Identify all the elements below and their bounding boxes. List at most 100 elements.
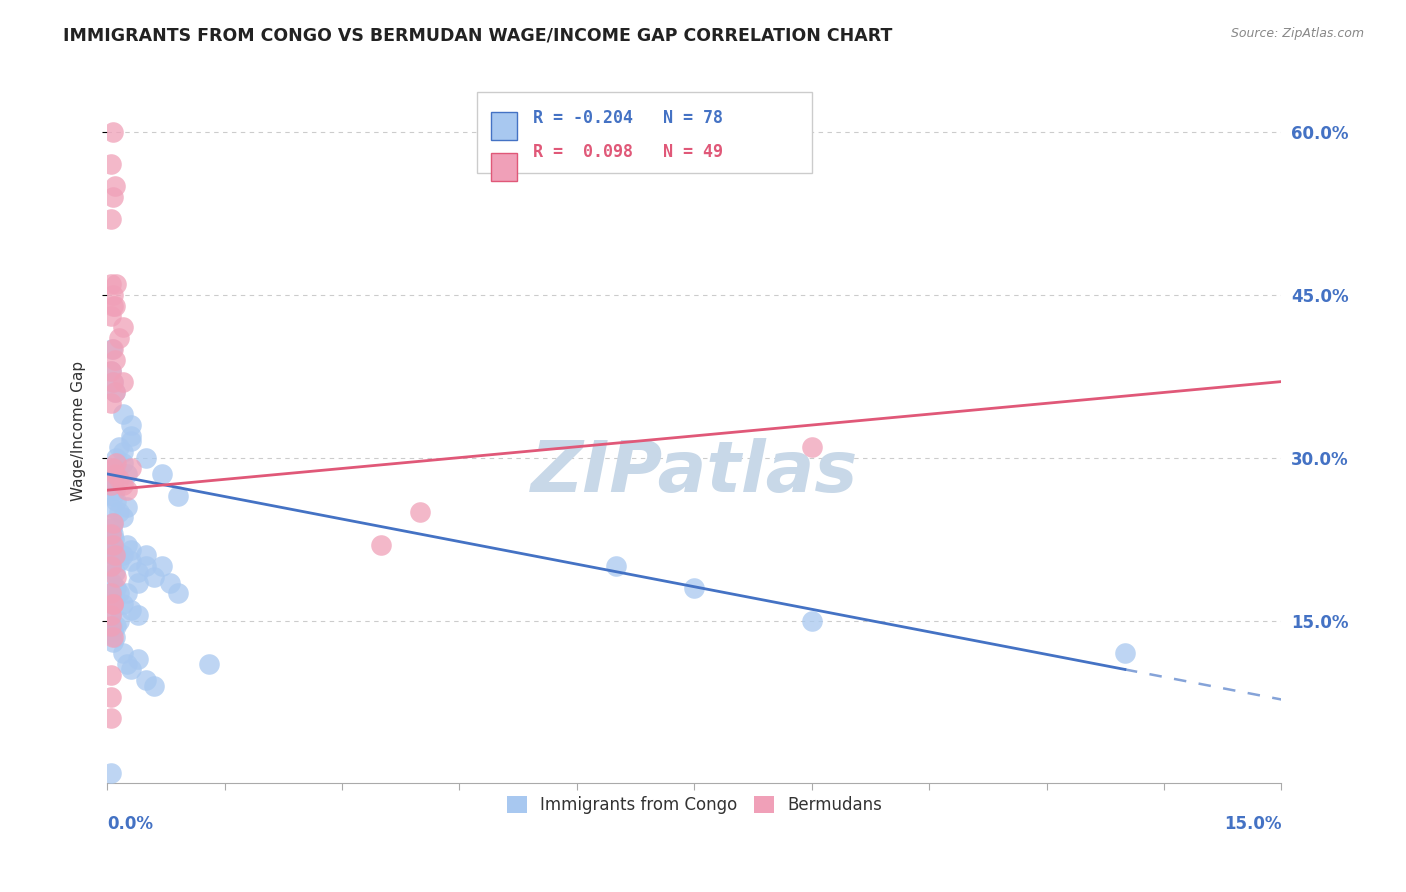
Point	[108, 586, 131, 600]
Point	[104, 549, 127, 563]
Point	[100, 157, 122, 171]
Point	[120, 554, 142, 568]
Point	[103, 597, 125, 611]
Point	[100, 711, 122, 725]
Point	[108, 505, 131, 519]
FancyBboxPatch shape	[491, 112, 517, 140]
Point	[100, 521, 122, 535]
Point	[100, 342, 122, 356]
Point	[115, 657, 138, 671]
Point	[198, 657, 221, 671]
Point	[105, 494, 128, 508]
Point	[115, 537, 138, 551]
Point	[104, 549, 127, 563]
Point	[103, 630, 125, 644]
Point	[101, 635, 124, 649]
Point	[1114, 646, 1136, 660]
Point	[101, 190, 124, 204]
Text: 15.0%: 15.0%	[1225, 815, 1281, 833]
Point	[166, 586, 188, 600]
Point	[108, 472, 131, 486]
Point	[104, 299, 127, 313]
Point	[100, 608, 122, 623]
Point	[120, 543, 142, 558]
Point	[120, 434, 142, 449]
Point	[409, 505, 432, 519]
Point	[100, 310, 122, 324]
Point	[105, 570, 128, 584]
Point	[100, 586, 122, 600]
Point	[135, 673, 157, 688]
Point	[101, 125, 124, 139]
Point	[100, 537, 122, 551]
Point	[108, 614, 131, 628]
Point	[103, 516, 125, 530]
Point	[111, 375, 134, 389]
Point	[105, 543, 128, 558]
Point	[111, 456, 134, 470]
Point	[103, 375, 125, 389]
Point	[150, 467, 173, 481]
Point	[103, 537, 125, 551]
Point	[100, 396, 122, 410]
Point	[103, 624, 125, 639]
Point	[104, 591, 127, 606]
Point	[120, 429, 142, 443]
Point	[111, 320, 134, 334]
Point	[100, 575, 122, 590]
Point	[800, 440, 823, 454]
Point	[101, 375, 124, 389]
Point	[104, 630, 127, 644]
Point	[135, 559, 157, 574]
Point	[103, 597, 125, 611]
Point	[100, 526, 122, 541]
Point	[166, 489, 188, 503]
Point	[120, 461, 142, 475]
Point	[100, 500, 122, 514]
Point	[100, 559, 122, 574]
Point	[105, 619, 128, 633]
Point	[101, 549, 124, 563]
Point	[104, 467, 127, 481]
Point	[104, 385, 127, 400]
Point	[111, 477, 134, 491]
Point	[115, 586, 138, 600]
Point	[108, 554, 131, 568]
Text: R = -0.204   N = 78: R = -0.204 N = 78	[533, 109, 723, 127]
Point	[127, 608, 149, 623]
Point	[120, 603, 142, 617]
Point	[127, 651, 149, 665]
Point	[100, 477, 122, 491]
Point	[111, 510, 134, 524]
Text: R =  0.098   N = 49: R = 0.098 N = 49	[533, 143, 723, 161]
Point	[100, 608, 122, 623]
Point	[111, 549, 134, 563]
Point	[105, 450, 128, 465]
Point	[100, 586, 122, 600]
Legend: Immigrants from Congo, Bermudans: Immigrants from Congo, Bermudans	[501, 789, 889, 821]
Point	[100, 619, 122, 633]
Point	[100, 477, 122, 491]
Point	[100, 277, 122, 291]
Point	[605, 559, 627, 574]
Text: Source: ZipAtlas.com: Source: ZipAtlas.com	[1230, 27, 1364, 40]
Text: 0.0%: 0.0%	[107, 815, 153, 833]
Point	[104, 179, 127, 194]
Point	[115, 483, 138, 498]
Point	[104, 483, 127, 498]
Point	[150, 559, 173, 574]
Point	[104, 565, 127, 579]
Point	[115, 467, 138, 481]
Point	[370, 537, 392, 551]
Point	[135, 549, 157, 563]
Point	[115, 500, 138, 514]
Point	[120, 662, 142, 676]
Point	[103, 299, 125, 313]
Point	[103, 287, 125, 301]
Point	[108, 331, 131, 345]
Point	[103, 516, 125, 530]
Point	[100, 690, 122, 704]
Y-axis label: Wage/Income Gap: Wage/Income Gap	[72, 360, 86, 500]
Point	[104, 385, 127, 400]
Point	[683, 581, 706, 595]
